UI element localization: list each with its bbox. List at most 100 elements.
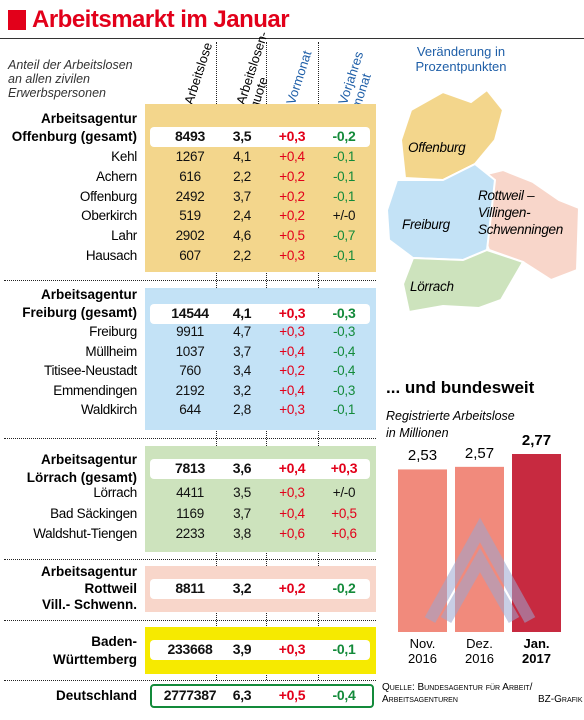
total-box <box>150 304 370 324</box>
row-value: 3,7 <box>233 343 251 359</box>
total-box <box>150 640 370 660</box>
row-name: Waldkirch <box>80 402 137 417</box>
total-value: 3,2 <box>232 580 252 596</box>
total-value: -0,3 <box>332 305 356 321</box>
row-name: Titisee-Neustadt <box>44 363 137 378</box>
total-value: +0,3 <box>278 305 306 321</box>
column-header: Arbeitslosen- quote <box>233 29 271 111</box>
row-value: +0,3 <box>279 402 305 417</box>
value-label: 2,53 <box>407 447 438 465</box>
watermark <box>424 517 536 623</box>
map-label: Freiburg <box>402 217 450 232</box>
total-value: 7813 <box>175 460 205 476</box>
row-value: 3,2 <box>233 382 251 398</box>
total-value: +0,5 <box>278 687 306 703</box>
total-box <box>150 459 370 479</box>
row-value: -0,1 <box>332 402 356 417</box>
group-heading: Arbeitsagentur Offenburg (gesamt) <box>11 111 137 144</box>
row-value: 616 <box>179 168 201 184</box>
column-header: Vorjahres monat <box>335 49 374 111</box>
row-value: 9911 <box>176 324 204 339</box>
section-divider <box>4 280 376 281</box>
chart-title: ... und bundesweit <box>386 378 535 397</box>
row-value: -0,1 <box>332 188 356 204</box>
row-value: +0,3 <box>279 324 305 339</box>
column-header: Arbeitslose <box>181 40 216 107</box>
row-value: +/-0 <box>332 485 356 500</box>
total-value: 3,5 <box>232 128 252 144</box>
row-value: 2192 <box>175 382 205 398</box>
row-value: +0,2 <box>279 363 305 378</box>
row-value: -0,3 <box>332 382 356 398</box>
row-value: 3,4 <box>233 363 251 378</box>
value-label: 2,77 <box>521 432 552 449</box>
group-heading: Arbeitsagentur Rottweil Vill.- Schwenn. <box>40 564 137 612</box>
map-label: Rottweil – Villingen- Schwenningen <box>478 188 563 237</box>
value-label: 2,57 <box>464 444 495 462</box>
row-value: -0,1 <box>332 149 356 164</box>
row-value: 519 <box>179 208 201 224</box>
row-value: 4,7 <box>233 324 251 339</box>
total-value: 14544 <box>171 305 209 321</box>
row-value: 3,7 <box>233 505 251 521</box>
row-name: Oberkirch <box>81 208 137 224</box>
row-name: Emmendingen <box>53 382 137 398</box>
row-name: Lahr <box>111 228 137 244</box>
row-name: Bad Säckingen <box>50 505 137 521</box>
row-value: -0,7 <box>332 228 356 244</box>
category-label: Dez. 2016 <box>465 636 494 666</box>
note: Anteil der Arbeitslosen an allen zivilen… <box>8 58 133 100</box>
group-heading: Arbeitsagentur Freiburg (gesamt) <box>22 287 137 320</box>
row-value: 1169 <box>176 505 204 521</box>
bar-chart <box>398 454 561 632</box>
map-label: Offenburg <box>408 140 466 155</box>
row-value: 2902 <box>175 228 205 244</box>
row-value: 607 <box>179 248 201 263</box>
row-value: 2,2 <box>233 168 251 184</box>
row-name: Offenburg <box>79 188 137 204</box>
row-value: +0,3 <box>279 248 305 263</box>
row-value: +0,5 <box>279 228 305 244</box>
category-label: Nov. 2016 <box>408 636 437 666</box>
row-value: +0,4 <box>279 382 305 398</box>
section-divider <box>4 438 376 439</box>
map-title: Veränderung in Prozentpunkten <box>415 44 507 74</box>
total-box <box>150 684 374 708</box>
row-value: +0,4 <box>279 505 305 521</box>
row-value: 2,4 <box>233 208 251 224</box>
row-name: Hausach <box>85 248 137 263</box>
map <box>385 88 581 314</box>
row-value: +0,2 <box>279 208 305 224</box>
total-value: +0,3 <box>278 128 306 144</box>
total-value: +0,4 <box>278 460 306 476</box>
row-value: -0,4 <box>332 363 356 378</box>
rule <box>0 38 584 39</box>
row-name: Freiburg <box>89 324 137 339</box>
row-value: +0,6 <box>331 526 357 541</box>
total-value: 6,3 <box>232 687 252 703</box>
row-value: 2492 <box>175 188 205 204</box>
total-box <box>150 127 370 147</box>
row-value: 4,1 <box>233 149 251 164</box>
group-heading: Deutschland <box>55 688 137 703</box>
total-value: 4,1 <box>232 305 252 321</box>
total-value: 8811 <box>175 580 205 596</box>
title: Arbeitsmarkt im Januar <box>32 6 290 33</box>
row-value: -0,1 <box>332 248 356 263</box>
row-value: 3,5 <box>233 485 251 500</box>
category-label: Jan. 2017 <box>522 636 551 666</box>
row-value: 760 <box>179 363 201 378</box>
row-name: Achern <box>96 168 137 184</box>
total-value: -0,2 <box>332 128 356 144</box>
credit: BZ-Grafik <box>538 694 583 705</box>
row-value: +/-0 <box>332 208 356 224</box>
row-name: Kehl <box>111 149 137 164</box>
row-value: 2,8 <box>233 402 251 417</box>
row-value: 3,7 <box>233 188 251 204</box>
row-value: 4411 <box>176 485 204 500</box>
section-divider <box>4 680 376 681</box>
row-value: 1037 <box>175 343 205 359</box>
total-value: -0,2 <box>332 580 356 596</box>
chart-subtitle: Registrierte Arbeitslose in Millionen <box>386 409 515 440</box>
column-header: Vormonat <box>283 48 315 107</box>
